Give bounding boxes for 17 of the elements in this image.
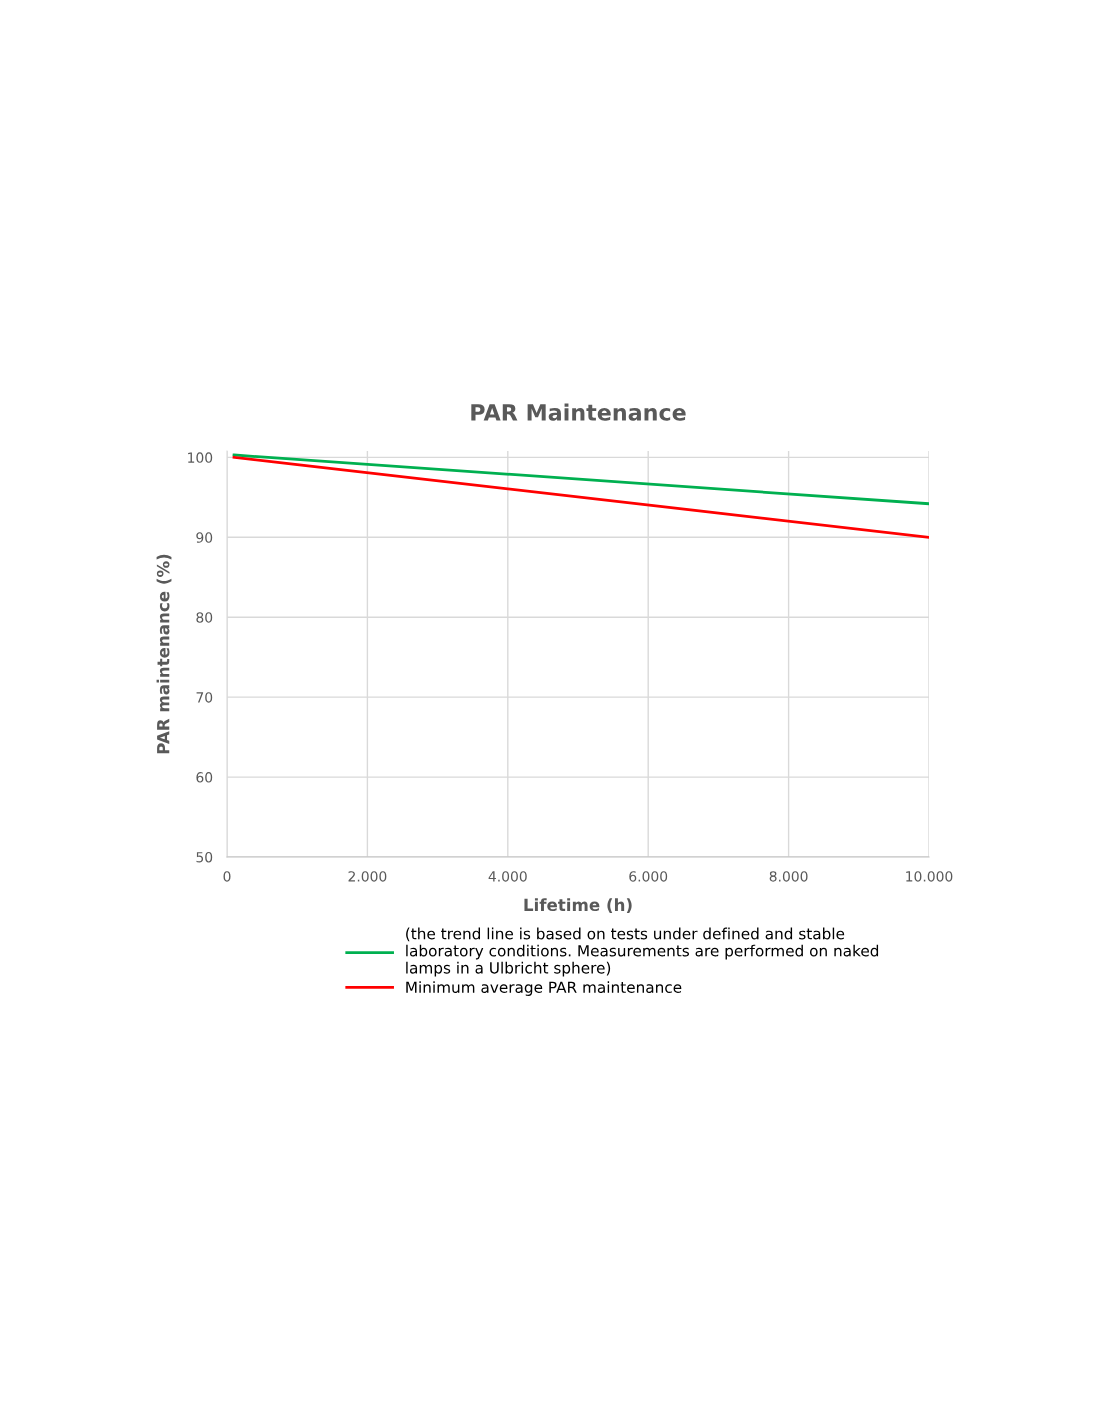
y-tick-label: 70 <box>196 692 213 703</box>
y-tick-label: 80 <box>196 612 213 623</box>
y-tick-label: 50 <box>196 851 213 863</box>
x-tick-label: 4.000 <box>488 871 527 882</box>
legend-label: (the trend line is based on tests under defined and stable laboratory conditions. Measurements are performed on naked lamps in a Ulbricht sphere) <box>406 927 879 977</box>
x-tick-label: 6.000 <box>629 871 668 882</box>
y-tick-label: 90 <box>196 532 213 543</box>
y-tick-label: 60 <box>196 772 213 783</box>
x-tick-label: 0 <box>223 871 231 882</box>
x-tick-label: 8.000 <box>769 871 808 882</box>
x-tick-label: 10.000 <box>906 871 953 882</box>
legend-label: Minimum average PAR maintenance <box>406 981 682 996</box>
x-axis-title: Lifetime (h) <box>524 898 632 914</box>
y-axis-title: PAR maintenance (%) <box>156 554 172 754</box>
x-tick-label: 2.000 <box>348 871 387 882</box>
y-tick-label: 100 <box>188 452 213 463</box>
chart-title: PAR Maintenance <box>471 403 686 421</box>
